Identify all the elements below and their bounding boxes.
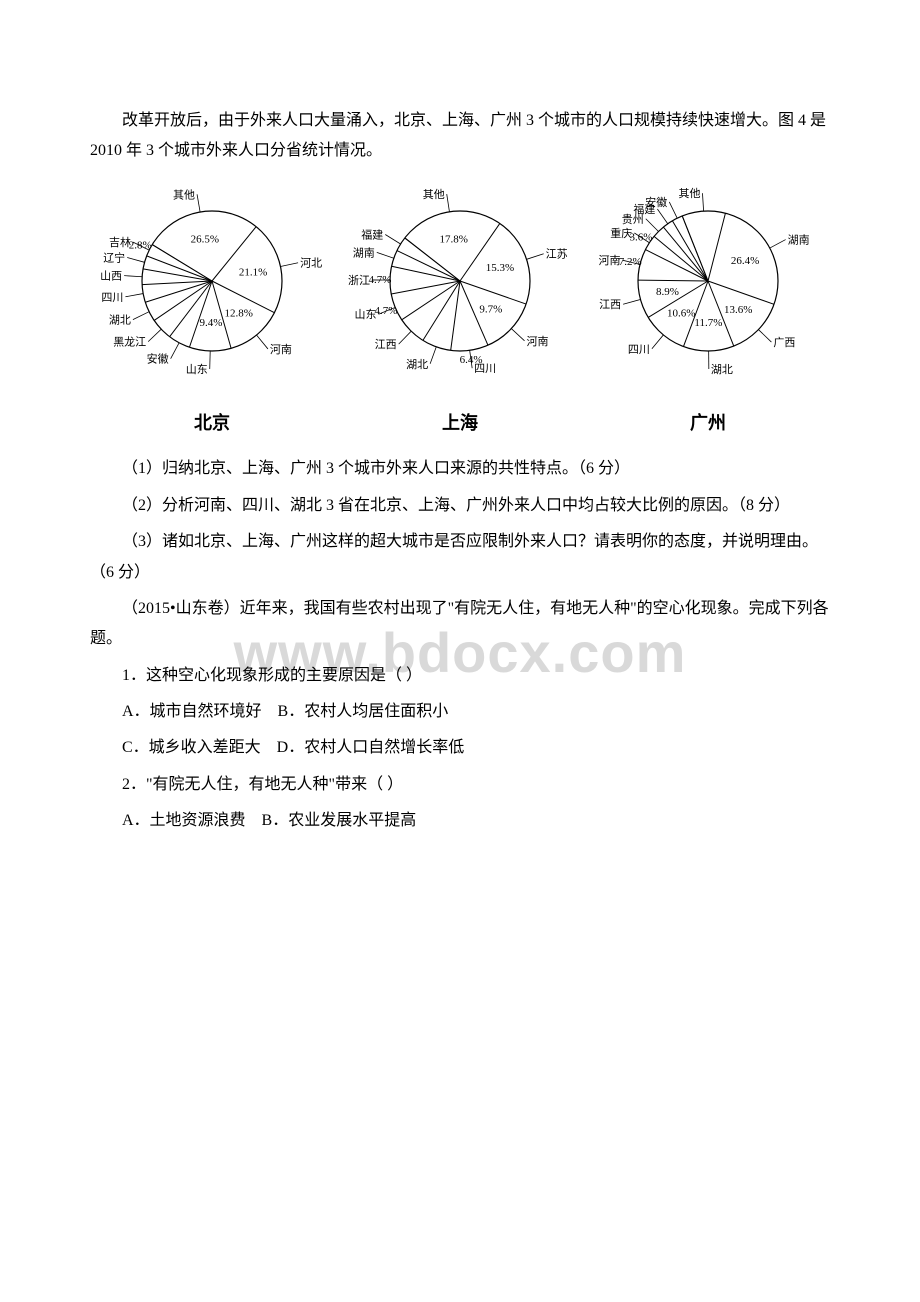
chart-title-guangzhou: 广州	[586, 406, 830, 440]
shandong-q1-options-ab: A．城市自然环境好 B．农村人均居住面积小	[90, 697, 830, 727]
svg-text:15.3%: 15.3%	[486, 262, 514, 274]
shandong-intro: （2015•山东卷）近年来，我国有些农村出现了"有院无人住，有地无人种"的空心化…	[90, 594, 830, 655]
chart-title-beijing: 北京	[90, 406, 334, 440]
svg-text:13.6%: 13.6%	[724, 304, 752, 316]
question-3: （3）诸如北京、上海、广州这样的超大城市是否应限制外来人口？请表明你的态度，并说…	[90, 527, 830, 588]
svg-text:7.2%: 7.2%	[619, 256, 642, 268]
svg-text:其他: 其他	[173, 188, 195, 201]
svg-text:河南: 河南	[598, 254, 620, 267]
svg-text:湖北: 湖北	[109, 313, 131, 326]
svg-text:4.7%: 4.7%	[369, 274, 392, 286]
svg-text:6.4%: 6.4%	[460, 354, 483, 366]
svg-text:广西: 广西	[773, 336, 795, 349]
svg-text:2.8%: 2.8%	[129, 239, 152, 251]
svg-text:其他: 其他	[678, 187, 700, 200]
shandong-q1-options-cd: C．城乡收入差距大 D．农村人口自然增长率低	[90, 733, 830, 763]
svg-text:河北: 河北	[300, 257, 322, 270]
svg-text:江苏: 江苏	[546, 248, 568, 261]
chart-guangzhou: 其他湖南 26.4% 广西 13.6% 湖北 11.7% 四川 10.6% 江西 8.9% 河南7.…	[586, 181, 830, 441]
pie-charts-row: 其他26.5%河北21.1%河南12.8%山东9.4%安徽黑龙江湖北四川山西辽宁…	[90, 181, 830, 441]
svg-text:四川: 四川	[101, 292, 123, 304]
svg-text:湖北: 湖北	[711, 363, 733, 376]
svg-text:山东: 山东	[355, 308, 377, 321]
svg-text:湖南: 湖南	[353, 246, 375, 259]
svg-text:浙江: 浙江	[348, 274, 370, 287]
svg-text:10.6%: 10.6%	[667, 307, 695, 319]
svg-text:4.7%: 4.7%	[374, 305, 397, 317]
svg-text:26.4%: 26.4%	[731, 255, 759, 267]
svg-text:17.8%: 17.8%	[439, 233, 467, 245]
shandong-q2: 2．"有院无人住，有地无人种"带来（ ）	[90, 770, 830, 800]
svg-text:辽宁: 辽宁	[103, 250, 125, 264]
svg-text:山西: 山西	[100, 269, 122, 282]
svg-text:河南: 河南	[270, 343, 292, 356]
svg-text:江西: 江西	[599, 298, 621, 311]
svg-text:3.6%: 3.6%	[630, 231, 653, 243]
svg-text:福建: 福建	[361, 227, 383, 241]
svg-text:山东: 山东	[186, 363, 208, 376]
svg-text:安徽: 安徽	[645, 195, 667, 209]
chart-beijing: 其他 26.5% 河北 21.1% 河南 12.8% 山东 9.4% 安徽黑龙江 湖北 四川 山西 辽宁…	[90, 181, 334, 441]
svg-text:安徽: 安徽	[147, 351, 169, 365]
svg-text:21.1%: 21.1%	[239, 266, 267, 278]
intro-paragraph: 改革开放后，由于外来人口大量涌入，北京、上海、广州 3 个城市的人口规模持续快速…	[90, 106, 830, 167]
svg-text:26.5%: 26.5%	[191, 233, 219, 245]
pie-beijing-svg: 其他 26.5% 河北 21.1% 河南 12.8% 山东 9.4% 安徽黑龙江 湖北 四川 山西 辽宁…	[90, 181, 334, 402]
svg-text:湖南: 湖南	[788, 233, 810, 246]
svg-text:河南: 河南	[527, 335, 549, 348]
shandong-q2-options-ab: A．土地资源浪费 B．农业发展水平提高	[90, 806, 830, 836]
pie-guangzhou-svg: 其他湖南 26.4% 广西 13.6% 湖北 11.7% 四川 10.6% 江西 8.9% 河南7.…	[586, 181, 830, 402]
svg-text:11.7%: 11.7%	[694, 317, 722, 329]
svg-text:吉林: 吉林	[109, 235, 131, 249]
svg-text:四川: 四川	[628, 344, 650, 356]
question-2: （2）分析河南、四川、湖北 3 省在北京、上海、广州外来人口中均占较大比例的原因…	[90, 491, 830, 521]
svg-text:湖北: 湖北	[406, 358, 428, 371]
svg-text:8.9%: 8.9%	[656, 286, 679, 298]
question-1: （1）归纳北京、上海、广州 3 个城市外来人口来源的共性特点。（6 分）	[90, 454, 830, 484]
svg-text:9.4%: 9.4%	[199, 317, 222, 329]
svg-text:9.7%: 9.7%	[479, 303, 502, 315]
chart-title-shanghai: 上海	[338, 406, 582, 440]
chart-shanghai: 其他17.8%江苏15.3%河南9.7%四川6.4%湖北江西山东4.7%浙江4.…	[338, 181, 582, 441]
svg-text:黑龙江: 黑龙江	[113, 335, 146, 348]
pie-shanghai-svg: 其他17.8%江苏15.3%河南9.7%四川6.4%湖北江西山东4.7%浙江4.…	[338, 181, 582, 402]
svg-text:其他: 其他	[423, 188, 445, 201]
shandong-q1: 1．这种空心化现象形成的主要原因是（ ）	[90, 661, 830, 691]
svg-text:12.8%: 12.8%	[224, 307, 252, 319]
svg-text:江西: 江西	[375, 338, 397, 351]
